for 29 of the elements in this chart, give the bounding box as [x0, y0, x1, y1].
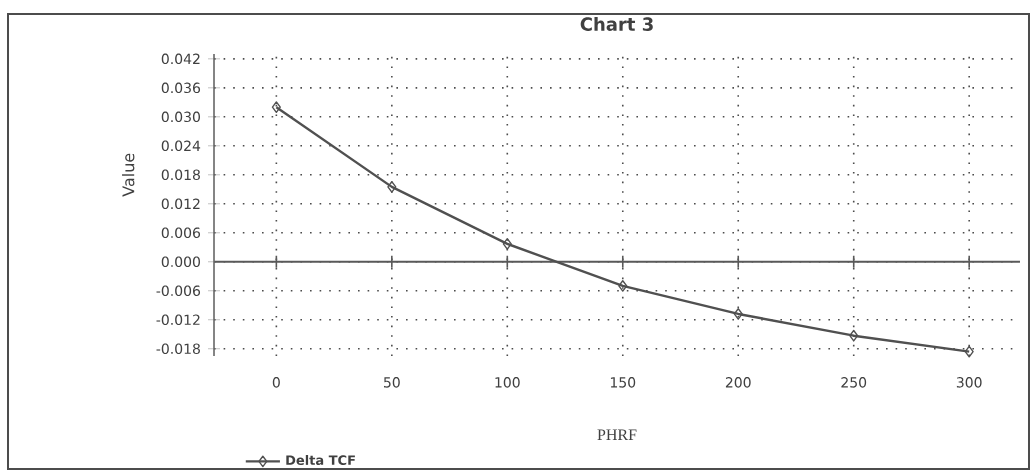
point [849, 329, 859, 342]
legend-label: Delta TCF [286, 454, 355, 466]
y-tick-label: 0.000 [161, 256, 200, 268]
x-tick-label: 250 [841, 377, 867, 388]
x-tick-label: 300 [956, 377, 982, 388]
y-tick-label: 0.018 [161, 169, 200, 181]
y-tick-label: -0.006 [156, 285, 201, 297]
y-tick-label: 0.042 [161, 53, 200, 65]
x-axis-title: PHRF [597, 429, 637, 440]
point [733, 308, 743, 320]
y-tick-label: 0.024 [161, 140, 201, 152]
y-tick-label: 0.030 [161, 111, 200, 123]
y-tick-label: 0.012 [161, 198, 200, 210]
x-tick-label: 50 [383, 377, 400, 388]
y-tick-label: 0.036 [161, 82, 201, 94]
y-tick-label: -0.018 [156, 343, 200, 355]
point [387, 180, 397, 193]
y-axis-title: Value [122, 153, 135, 197]
point [964, 345, 974, 358]
point [271, 101, 281, 114]
point [618, 280, 628, 292]
x-tick-label: 100 [495, 377, 520, 388]
point [502, 237, 512, 250]
y-tick-label: 0.006 [161, 227, 201, 239]
y-tick-label: -0.012 [156, 314, 200, 326]
chart-title: Chart 3 [580, 17, 653, 31]
x-tick-label: 0 [272, 377, 280, 388]
x-tick-label: 200 [725, 377, 751, 388]
x-tick-label: 150 [610, 377, 636, 388]
